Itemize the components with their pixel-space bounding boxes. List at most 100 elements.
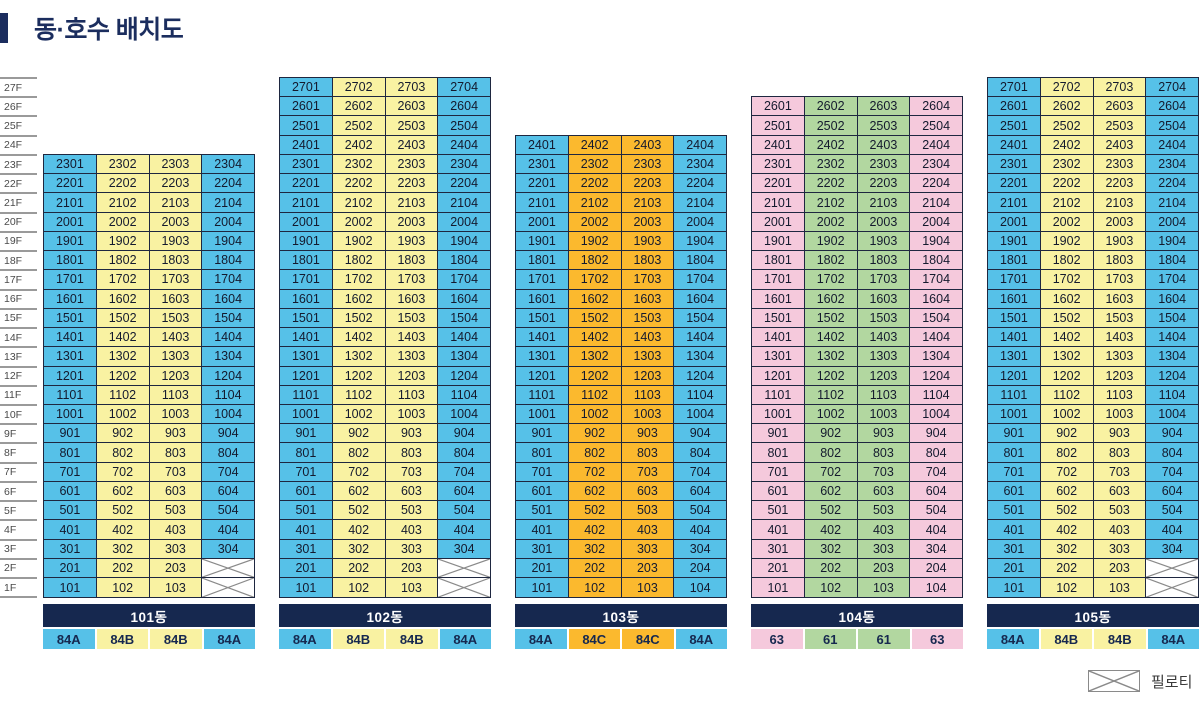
unit-cell-2101: 2101: [516, 193, 569, 212]
unit-cell-503: 503: [1093, 501, 1147, 520]
unit-cell-1202: 1202: [1040, 366, 1094, 385]
unit-cell-204: 204: [674, 558, 726, 578]
unit-type-cell: 63: [911, 629, 963, 650]
unit-cell-404: 404: [674, 520, 726, 539]
unit-cell-603: 603: [1093, 481, 1147, 501]
unit-cell-2301: 2301: [516, 154, 569, 174]
unit-type-row: 84A 84C 84C 84A: [515, 629, 727, 650]
unit-row: 301 302 303 304: [44, 539, 254, 559]
unit-type-row: 84A 84B 84B 84A: [279, 629, 491, 650]
unit-cell-2104: 2104: [202, 193, 254, 212]
unit-cell-904: 904: [438, 424, 490, 443]
unit-row: 2401 2402 2403 2404: [988, 135, 1198, 155]
unit-cell-1801: 1801: [516, 251, 569, 270]
unit-cell-1602: 1602: [96, 289, 150, 308]
floor-label-12f: 12F: [0, 365, 37, 385]
unit-cell-1501: 1501: [752, 308, 805, 328]
unit-cell-2503: 2503: [385, 116, 439, 135]
unit-cell-801: 801: [280, 443, 333, 462]
unit-row: 1001 1002 1003 1004: [988, 404, 1198, 425]
unit-cell-1702: 1702: [1040, 270, 1094, 289]
unit-row: 801 802 803 804: [280, 443, 490, 463]
unit-cell-2001: 2001: [44, 212, 97, 231]
unit-cell-1704: 1704: [910, 270, 962, 289]
unit-cell-1801: 1801: [988, 251, 1041, 270]
unit-row: 1501 1502 1503 1504: [44, 308, 254, 329]
unit-cell-501: 501: [516, 501, 569, 520]
unit-cell-704: 704: [438, 462, 490, 481]
unit-cell-202: 202: [804, 558, 858, 578]
unit-cell-1104: 1104: [202, 385, 254, 404]
unit-cell-1902: 1902: [1040, 231, 1094, 251]
unit-row: 2701 2702 2703 2704: [988, 78, 1198, 98]
floor-label-text: 10F: [4, 408, 23, 421]
unit-cell-2102: 2102: [96, 193, 150, 212]
piloti-x-icon: [1146, 559, 1198, 577]
building-103-grid: 2401 2402 2403 2404 2301 2302 2303 2304 2201 2202…: [515, 134, 727, 599]
unit-cell-2103: 2103: [1093, 193, 1147, 212]
unit-cell-1004: 1004: [202, 404, 254, 424]
unit-row: 1601 1602 1603 1604: [752, 289, 962, 309]
unit-cell-2604: 2604: [438, 97, 490, 116]
unit-cell-2301: 2301: [988, 154, 1041, 174]
unit-cell-2002: 2002: [96, 212, 150, 231]
unit-cell-1504: 1504: [674, 308, 726, 328]
unit-cell-802: 802: [804, 443, 858, 462]
piloti-x-icon: [202, 559, 254, 577]
unit-cell-1303: 1303: [149, 347, 203, 366]
unit-row: 2201 2202 2203 2204: [988, 174, 1198, 194]
unit-cell-2201: 2201: [988, 174, 1041, 193]
unit-cell-703: 703: [1093, 462, 1147, 481]
unit-cell-1104: 1104: [910, 385, 962, 404]
unit-row: 901 902 903 904: [752, 424, 962, 444]
unit-cell-2102: 2102: [804, 193, 858, 212]
floor-label-16f: 16F: [0, 288, 37, 308]
floor-label-text: 18F: [4, 254, 23, 267]
unit-row: 2301 2302 2303 2304: [988, 154, 1198, 175]
unit-cell-104: 104: [674, 578, 726, 598]
unit-cell-101: 101: [516, 578, 569, 598]
unit-cell-2104: 2104: [674, 193, 726, 212]
unit-row: 2001 2002 2003 2004: [280, 212, 490, 232]
unit-cell-402: 402: [804, 520, 858, 539]
unit-cell-1104: 1104: [674, 385, 726, 404]
unit-cell-1703: 1703: [621, 270, 675, 289]
unit-cell-2201: 2201: [516, 174, 569, 193]
floor-label-20f: 20F: [0, 211, 37, 231]
unit-cell-1402: 1402: [804, 328, 858, 347]
unit-row: 101 102 103 104: [752, 578, 962, 598]
unit-cell-304: 304: [1146, 539, 1198, 558]
unit-cell-1003: 1003: [1093, 404, 1147, 424]
floor-label-text: 22F: [4, 177, 23, 190]
unit-cell-1801: 1801: [752, 251, 805, 270]
floor-label-text: 4F: [4, 524, 17, 536]
unit-cell-2704: 2704: [438, 78, 490, 97]
unit-cell-2103: 2103: [149, 193, 203, 212]
unit-cell-2104: 2104: [1146, 193, 1198, 212]
unit-cell-404: 404: [438, 520, 490, 539]
unit-cell-2102: 2102: [568, 193, 622, 212]
unit-cell-503: 503: [149, 501, 203, 520]
unit-cell-702: 702: [804, 462, 858, 481]
unit-cell-2501: 2501: [988, 116, 1041, 135]
unit-cell-1204: 1204: [910, 366, 962, 385]
unit-cell-703: 703: [385, 462, 439, 481]
unit-cell-2502: 2502: [804, 116, 858, 135]
unit-cell-2204: 2204: [1146, 174, 1198, 193]
unit-row: 601 602 603 604: [280, 481, 490, 502]
unit-cell-604: 604: [202, 481, 254, 501]
unit-cell-1602: 1602: [332, 289, 386, 308]
unit-cell-304: 304: [910, 539, 962, 558]
unit-cell-504: 504: [674, 501, 726, 520]
unit-row: 601 602 603 604: [516, 481, 726, 502]
building-101-grid: 2301 2302 2303 2304 2201 2202 2203 2204 2101 2102…: [43, 153, 255, 599]
floor-label-3f: 3F: [0, 538, 37, 558]
unit-cell-903: 903: [385, 424, 439, 443]
unit-cell-1203: 1203: [857, 366, 911, 385]
unit-cell-1204: 1204: [1146, 366, 1198, 385]
unit-cell-1901: 1901: [988, 231, 1041, 251]
unit-cell-1504: 1504: [1146, 308, 1198, 328]
unit-type-cell: 84A: [279, 629, 331, 650]
unit-cell-602: 602: [804, 481, 858, 501]
